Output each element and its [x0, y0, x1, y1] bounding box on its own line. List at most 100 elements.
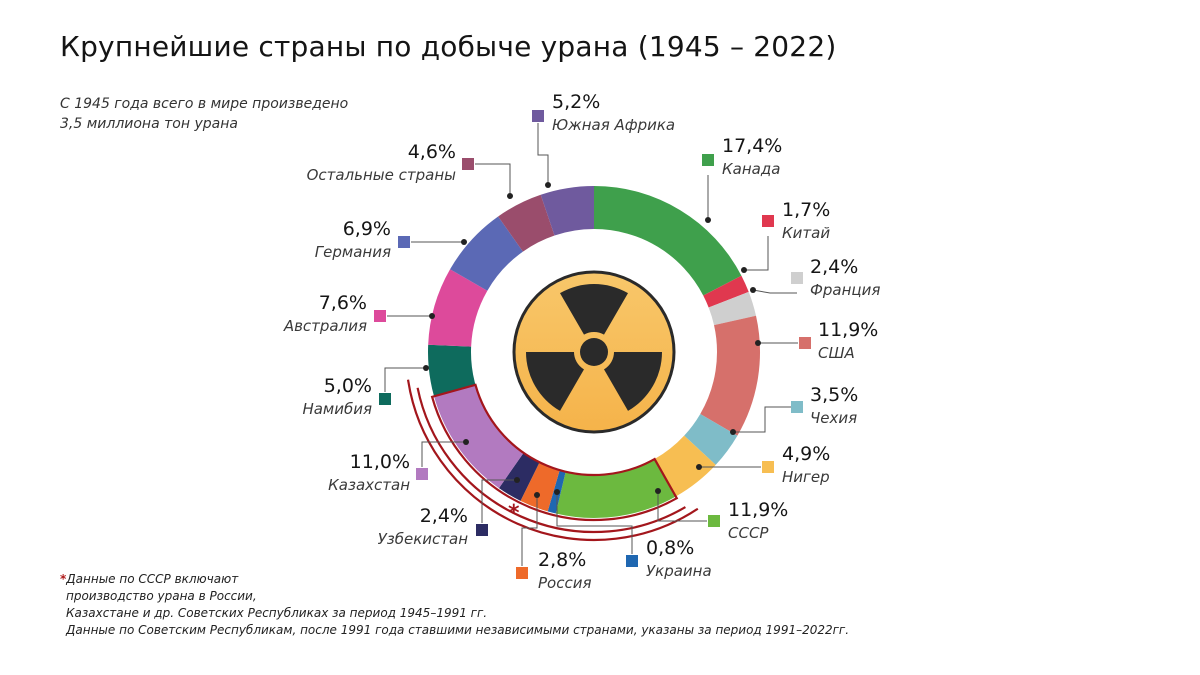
slice-value-label: 5,0% — [324, 375, 372, 397]
chart-subtitle: С 1945 года всего в мире произведено 3,5… — [60, 94, 348, 134]
slice-value-label: 0,8% — [646, 537, 694, 559]
leader-line — [421, 441, 466, 467]
soviet-highlight — [406, 379, 699, 542]
leader-line — [556, 492, 633, 554]
leader-line — [657, 491, 707, 522]
slice-value-label: 2,4% — [810, 256, 858, 278]
callout-niger: 4,9% Нигер — [696, 443, 830, 486]
soviet-group-outline — [430, 383, 679, 522]
slice-czechia — [684, 413, 738, 465]
callout-south-africa: 5,2% Южная Африка — [532, 91, 675, 188]
legend-swatch — [374, 310, 386, 322]
slice-country-label: Германия — [315, 243, 391, 261]
slice-value-label: 2,8% — [538, 549, 586, 571]
leader-line — [475, 163, 511, 196]
slice-country-label: Остальные страны — [307, 166, 457, 184]
slice-country-label: Канада — [722, 160, 780, 178]
leader-dot — [750, 287, 756, 293]
callout-other-countries: 4,6% Остальные страны — [307, 141, 513, 199]
slice-value-label: 7,6% — [319, 292, 367, 314]
callout-czechia: 3,5% Чехия — [730, 384, 858, 435]
slice-country-label: Намибия — [302, 400, 372, 418]
leader-dot — [730, 429, 736, 435]
slice-value-label: 11,9% — [818, 319, 878, 341]
slice-value-label: 5,2% — [552, 91, 600, 113]
slice-china — [703, 275, 749, 308]
slice-usa — [700, 315, 760, 436]
leader-dot — [534, 492, 540, 498]
leader-dot — [429, 313, 435, 319]
callout-ussr: 11,9% СССР — [655, 488, 788, 542]
legend-swatch — [379, 393, 391, 405]
slice-country-label: Китай — [782, 224, 830, 242]
leader-dot — [755, 340, 761, 346]
legend-swatch — [799, 337, 811, 349]
leader-line — [752, 289, 797, 294]
slice-value-label: 2,4% — [420, 505, 468, 527]
legend-swatch — [516, 567, 528, 579]
slice-value-label: 1,7% — [782, 199, 830, 221]
slice-ussr — [555, 459, 676, 518]
slice-country-label: Казахстан — [328, 476, 410, 494]
slice-south-africa — [540, 186, 594, 236]
legend-swatch — [532, 110, 544, 122]
leader-dot — [554, 489, 560, 495]
slice-australia — [428, 269, 488, 347]
callout-usa: 11,9% США — [755, 319, 878, 362]
legend-swatch — [762, 215, 774, 227]
subtitle-line-2: 3,5 миллиона тон урана — [60, 116, 238, 132]
leader-line — [537, 123, 549, 185]
slice-canada — [594, 186, 742, 296]
legend-swatch — [626, 555, 638, 567]
radiation-center — [580, 338, 608, 366]
slice-country-label: Франция — [810, 281, 880, 299]
slice-country-label: СССР — [728, 524, 769, 542]
slice-other-countries — [498, 194, 555, 252]
slice-value-label: 11,0% — [350, 451, 410, 473]
callout-ukraine: 0,8% Украина — [554, 489, 712, 580]
legend-swatch — [708, 515, 720, 527]
radiation-blade — [560, 283, 628, 335]
radiation-blade — [526, 352, 584, 411]
slice-country-label: Чехия — [810, 409, 857, 427]
slice-france — [708, 291, 757, 326]
callout-namibia: 5,0% Намибия — [302, 365, 429, 418]
leader-dot — [461, 239, 467, 245]
slice-country-label: США — [818, 344, 855, 362]
slice-country-label: Южная Африка — [552, 116, 675, 134]
callout-uzbekistan: 2,4% Узбекистан — [378, 477, 520, 548]
slice-country-label: Австралия — [283, 317, 367, 335]
callout-canada: 17,4% Канада — [702, 135, 782, 223]
leader-dot — [514, 477, 520, 483]
legend-swatch — [416, 468, 428, 480]
slice-value-label: 4,9% — [782, 443, 830, 465]
callout-germany: 6,9% Германия — [315, 218, 467, 261]
slice-country-label: Украина — [646, 562, 712, 580]
leader-line — [744, 236, 769, 271]
leader-dot — [696, 464, 702, 470]
leader-line — [733, 406, 797, 433]
slice-niger — [654, 435, 716, 497]
leader-dot — [655, 488, 661, 494]
leader-dot — [741, 267, 747, 273]
slice-country-label: Нигер — [782, 468, 830, 486]
slice-value-label: 17,4% — [722, 135, 782, 157]
slice-country-label: Россия — [538, 574, 592, 592]
leader-line — [384, 367, 426, 392]
slice-uzbekistan — [498, 452, 540, 501]
footnote-asterisk: * — [60, 572, 67, 586]
soviet-group-arc-inner — [416, 387, 686, 534]
subtitle-line-1: С 1945 года всего в мире произведено — [60, 96, 349, 112]
leader-dot — [463, 439, 469, 445]
legend-swatch — [791, 401, 803, 413]
callout-australia: 7,6% Австралия — [283, 292, 435, 335]
slice-value-label: 6,9% — [343, 218, 391, 240]
callout-kazakhstan: 11,0% Казахстан — [328, 439, 469, 494]
callout-france: 2,4% Франция — [750, 256, 880, 299]
leader-dot — [705, 217, 711, 223]
leader-line — [481, 479, 517, 523]
legend-swatch — [791, 272, 803, 284]
legend-swatch — [398, 236, 410, 248]
slice-russia — [520, 462, 560, 512]
